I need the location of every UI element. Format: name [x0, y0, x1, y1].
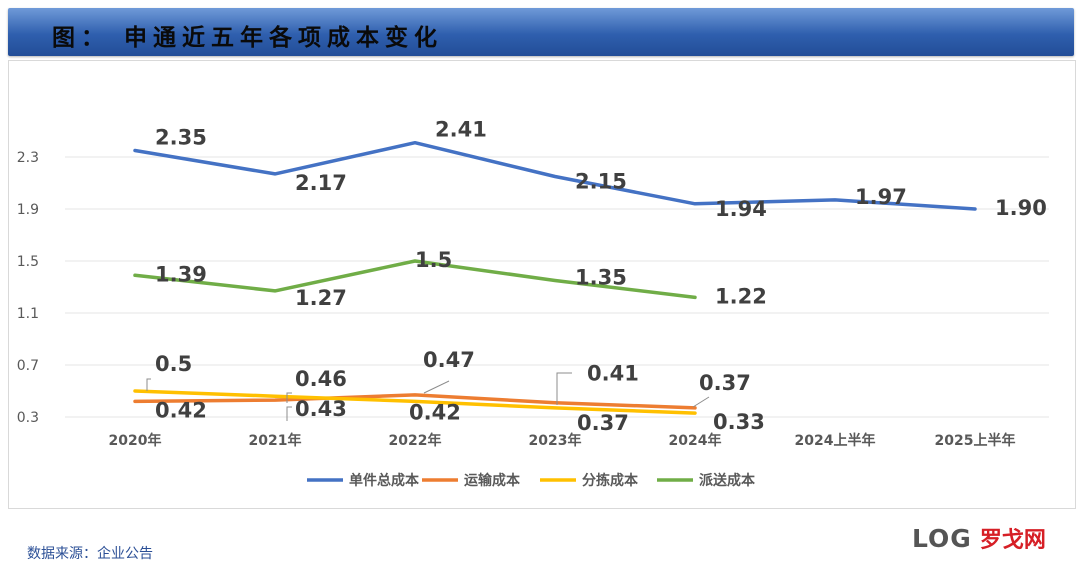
legend-label: 派送成本 [699, 472, 756, 489]
data-label: 0.47 [423, 348, 475, 372]
x-tick-label: 2020年 [109, 432, 162, 449]
series-line-3 [133, 389, 697, 415]
y-tick-label: 0.7 [17, 358, 39, 374]
data-label: 1.39 [155, 262, 207, 286]
leader-line [556, 372, 572, 405]
data-label: 0.46 [295, 367, 347, 391]
x-tick-label: 2023年 [529, 432, 582, 449]
leader-line [286, 392, 292, 403]
page-title: 图： 申通近五年各项成本变化 [52, 25, 444, 51]
data-label: 1.90 [995, 196, 1047, 220]
y-tick-label: 1.9 [17, 202, 39, 218]
legend-label: 分拣成本 [582, 472, 639, 489]
data-label: 1.97 [855, 185, 907, 209]
legend-label: 运输成本 [464, 472, 521, 489]
y-tick-label: 0.3 [17, 410, 39, 426]
x-tick-label: 2025上半年 [935, 432, 1016, 449]
data-label: 1.35 [575, 266, 627, 290]
data-label: 2.17 [295, 171, 347, 195]
chart-frame: 0.3 0.7 1.1 1.5 1.9 2.3 2020年 2021年 2022年 2023年 20… [8, 60, 1076, 509]
series-line-2 [133, 393, 697, 410]
y-tick-label: 1.5 [17, 254, 39, 270]
leader-line [692, 396, 710, 408]
data-label: 0.37 [577, 411, 629, 435]
x-tick-label: 2021年 [249, 432, 302, 449]
data-label: 0.43 [295, 397, 347, 421]
logo-chinese-text: 罗戈网 [979, 528, 1046, 553]
logo-latin-text: LOG [912, 524, 972, 553]
data-label: 1.5 [415, 248, 452, 272]
data-label: 1.22 [715, 284, 767, 308]
data-label: 2.15 [575, 170, 627, 194]
x-tick-label: 2024年 [669, 432, 722, 449]
data-label: 1.27 [295, 286, 347, 310]
x-tick-label: 2022年 [389, 432, 442, 449]
y-tick-label: 2.3 [17, 150, 39, 166]
data-label: 1.94 [715, 197, 767, 221]
line-chart: 0.3 0.7 1.1 1.5 1.9 2.3 2020年 2021年 2022年 2023年 20… [17, 118, 1049, 489]
data-label: 2.35 [155, 126, 207, 150]
data-label: 0.5 [155, 352, 192, 376]
leader-line [286, 406, 292, 421]
data-label: 0.42 [409, 400, 461, 424]
data-label: 0.37 [699, 371, 751, 395]
data-source-note: 数据来源：企业公告 [27, 546, 153, 562]
data-label: 0.33 [713, 410, 765, 434]
series-line-1 [133, 140, 977, 211]
y-tick-label: 1.1 [17, 306, 39, 322]
data-label: 0.42 [155, 398, 207, 422]
series-line-4 [133, 259, 697, 300]
data-label: 2.41 [435, 118, 487, 142]
data-label: 0.41 [587, 362, 639, 386]
title-banner: 图： 申通近五年各项成本变化 [8, 8, 1074, 56]
x-tick-label: 2024上半年 [795, 432, 876, 449]
brand-logo: LOG 罗戈网 [912, 522, 1062, 553]
leader-line [423, 380, 450, 394]
legend-label: 单件总成本 [349, 472, 420, 489]
leader-line [146, 378, 151, 391]
